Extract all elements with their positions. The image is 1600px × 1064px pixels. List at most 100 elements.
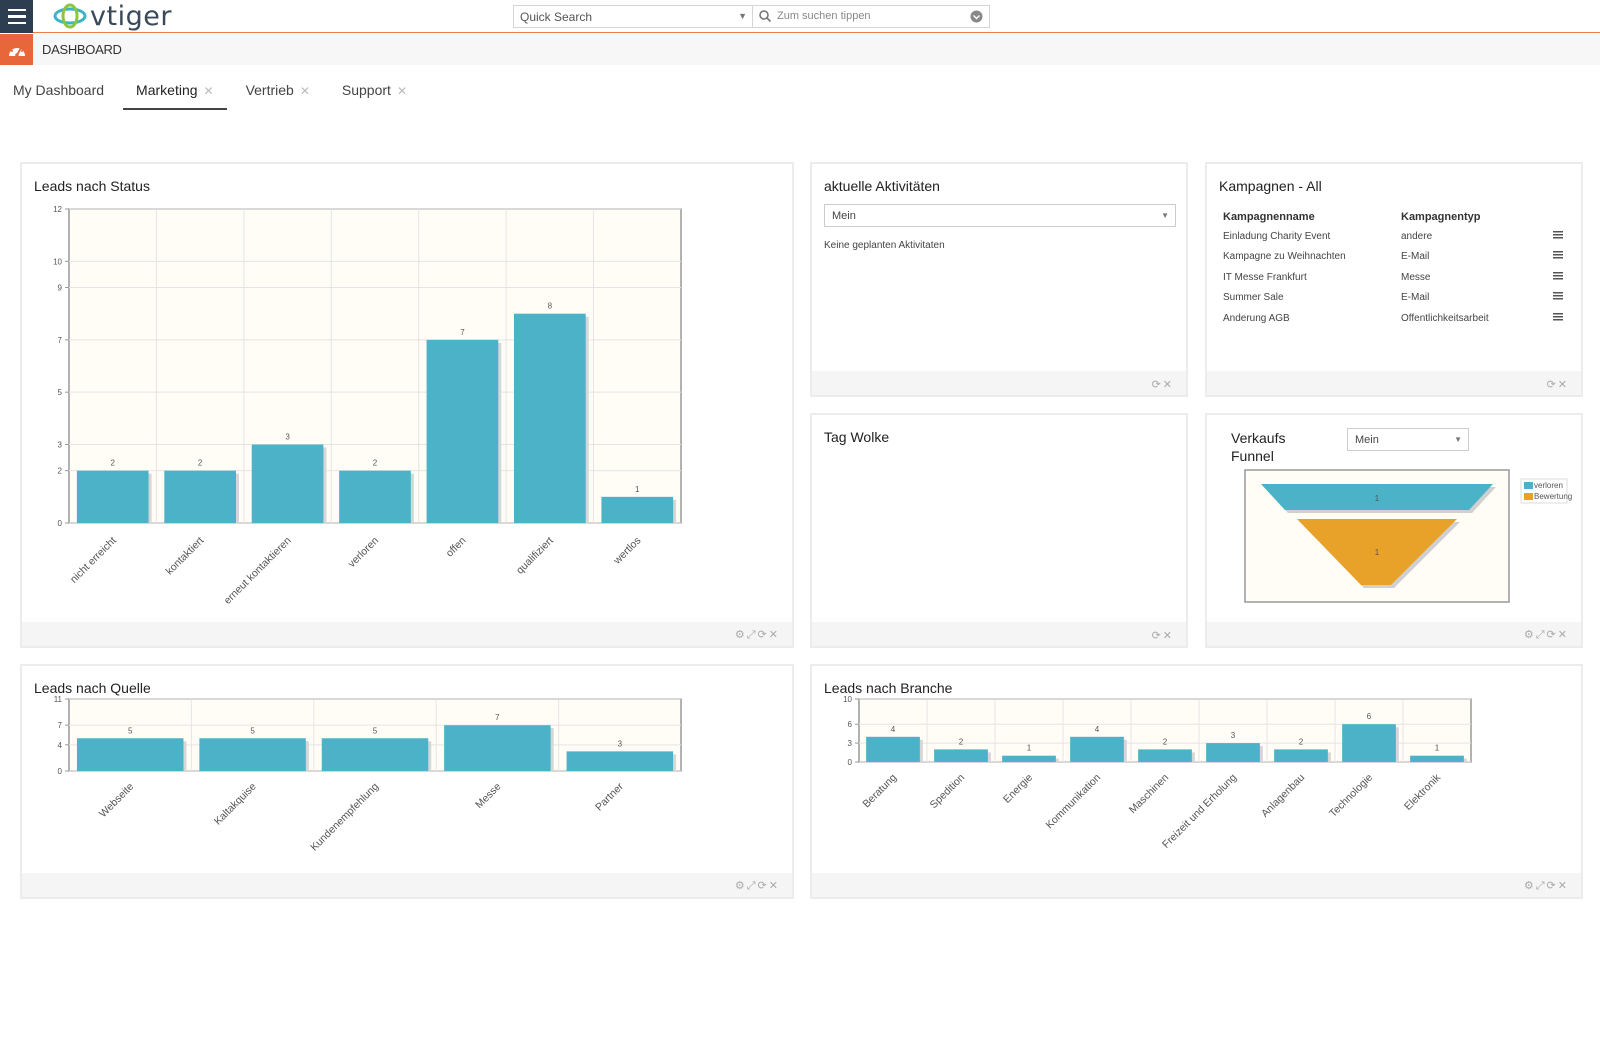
bar: [1138, 749, 1192, 762]
search-input[interactable]: Zum suchen tippen: [752, 5, 990, 28]
campaign-type: andere: [1401, 230, 1433, 242]
list-icon[interactable]: [1553, 292, 1563, 301]
campaign-name[interactable]: Einladung Charity Event: [1223, 230, 1331, 242]
y-tick-label: 2: [58, 467, 63, 476]
owner-select-value: Mein: [1355, 434, 1379, 446]
widget-title-line: Verkaufs: [1231, 430, 1286, 446]
legend-swatch: [1524, 482, 1533, 489]
widget-leads-source: Leads nach Quelle 0 4 7 11 5 Webseite 5 Kaltakq…: [20, 664, 794, 899]
table-row[interactable]: Anderung AGB Offentlichkeitsarbeit: [1223, 308, 1563, 329]
data-label: 5: [373, 726, 378, 735]
campaign-name[interactable]: Anderung AGB: [1223, 312, 1290, 324]
y-tick-label: 4: [58, 741, 63, 750]
y-tick-label: 7: [58, 721, 63, 730]
tab-marketing[interactable]: Marketing ✕: [123, 72, 227, 110]
table-row[interactable]: Kampagne zu Weihnachten E-Mail: [1223, 247, 1563, 268]
dashboard-icon[interactable]: [0, 34, 33, 65]
campaign-type: Messe: [1401, 271, 1431, 283]
funnel-segment: [1261, 484, 1493, 510]
widget-controls[interactable]: ⟳✕: [1546, 379, 1569, 391]
search-icon: [759, 10, 772, 23]
logo-text: vtiger: [90, 0, 172, 32]
widget-controls[interactable]: ⚙⤢⟳✕: [1523, 880, 1569, 892]
widget-controls[interactable]: ⚙⤢⟳✕: [734, 629, 780, 641]
advanced-search-icon[interactable]: [970, 10, 983, 23]
tab-vertrieb[interactable]: Vertrieb ✕: [233, 72, 323, 110]
sales-funnel-chart: 1 1 verloren Bewertung: [1244, 469, 1572, 603]
bar: [426, 339, 499, 523]
bar: [251, 444, 324, 523]
bar: [164, 470, 236, 523]
y-tick-label: 0: [848, 758, 853, 767]
logo-icon: [53, 3, 87, 29]
widget-footer: [22, 873, 792, 897]
data-label: 7: [495, 713, 500, 722]
owner-select[interactable]: Mein ▼: [824, 204, 1176, 227]
column-header-name[interactable]: Kampagnenname: [1223, 211, 1315, 223]
x-tick-label: Technologie: [1327, 772, 1375, 820]
top-bar: vtiger Quick Search ▼ Zum suchen tippen: [0, 0, 1600, 33]
legend-label: verloren: [1534, 481, 1563, 490]
y-tick-label: 5: [58, 388, 63, 397]
data-label: 5: [250, 726, 255, 735]
data-label: 3: [618, 739, 623, 748]
close-icon[interactable]: ✕: [396, 84, 407, 98]
bar: [1070, 736, 1124, 762]
campaign-name[interactable]: IT Messe Frankfurt: [1223, 271, 1307, 283]
owner-select-value: Mein: [832, 210, 856, 222]
menu-icon[interactable]: [0, 0, 33, 33]
close-icon[interactable]: ✕: [203, 84, 214, 98]
y-tick-label: 0: [58, 767, 63, 776]
widget-controls[interactable]: ⟳✕: [1151, 379, 1174, 391]
y-tick-label: 6: [848, 720, 853, 729]
chevron-down-icon: ▼: [1454, 435, 1462, 444]
bar: [321, 738, 429, 771]
bar: [76, 738, 184, 771]
list-icon[interactable]: [1553, 230, 1563, 239]
campaign-table: Kampagnenname Kampagnentyp Einladung Cha…: [1223, 208, 1563, 329]
data-label: 1: [1375, 494, 1380, 503]
tab-support[interactable]: Support ✕: [329, 72, 420, 110]
list-icon[interactable]: [1553, 312, 1563, 321]
table-row[interactable]: IT Messe Frankfurt Messe: [1223, 267, 1563, 288]
campaign-name[interactable]: Summer Sale: [1223, 292, 1284, 304]
widget-controls[interactable]: ⟳✕: [1151, 630, 1174, 642]
widget-title: aktuelle Aktivitäten: [824, 178, 940, 194]
campaign-type: Offentlichkeitsarbeit: [1401, 312, 1489, 324]
widget-leads-industry: Leads nach Branche 0 3 6 10 4 Beratung 2 Spedit…: [810, 664, 1583, 899]
table-row[interactable]: Summer Sale E-Mail: [1223, 288, 1563, 309]
leads-source-chart: 0 4 7 11 5 Webseite 5 Kaltakquise 5 Kundenempfehl…: [54, 695, 682, 854]
tab-my-dashboard[interactable]: My Dashboard: [0, 72, 117, 110]
campaign-name[interactable]: Kampagne zu Weihnachten: [1223, 251, 1346, 263]
table-row[interactable]: Einladung Charity Event andere: [1223, 226, 1563, 247]
y-tick-label: 12: [53, 205, 62, 214]
widget-title: Kampagnen - All: [1219, 178, 1322, 194]
data-label: 7: [460, 328, 465, 337]
data-label: 4: [1095, 725, 1100, 734]
campaign-type: E-Mail: [1401, 292, 1430, 304]
bar: [866, 736, 920, 762]
quick-search-select[interactable]: Quick Search ▼: [513, 5, 753, 28]
widget-tag-cloud: Tag Wolke ⟳✕: [810, 413, 1188, 648]
widget-title: Tag Wolke: [824, 429, 890, 445]
x-tick-label: Energie: [1001, 772, 1035, 806]
bar: [199, 738, 306, 771]
widget-controls[interactable]: ⚙⤢⟳✕: [1523, 629, 1569, 641]
column-header-type[interactable]: Kampagnentyp: [1401, 211, 1481, 223]
tab-label: Support: [341, 82, 391, 98]
empty-message: Keine geplanten Aktivitaten: [824, 240, 945, 251]
y-tick-label: 0: [58, 519, 63, 528]
list-icon[interactable]: [1553, 251, 1563, 260]
widget-controls[interactable]: ⚙⤢⟳✕: [734, 880, 780, 892]
close-icon[interactable]: ✕: [299, 84, 310, 98]
x-tick-label: Kundenempfehlung: [308, 781, 381, 854]
vtiger-logo[interactable]: vtiger: [52, 0, 172, 32]
owner-select[interactable]: Mein ▼: [1347, 428, 1469, 451]
widget-footer: [1207, 371, 1581, 395]
y-tick-label: 11: [54, 695, 63, 704]
widget-footer: [812, 622, 1186, 646]
tab-label: Vertrieb: [245, 82, 294, 98]
list-icon[interactable]: [1553, 271, 1563, 280]
y-tick-label: 10: [843, 695, 852, 704]
bar: [566, 751, 674, 771]
